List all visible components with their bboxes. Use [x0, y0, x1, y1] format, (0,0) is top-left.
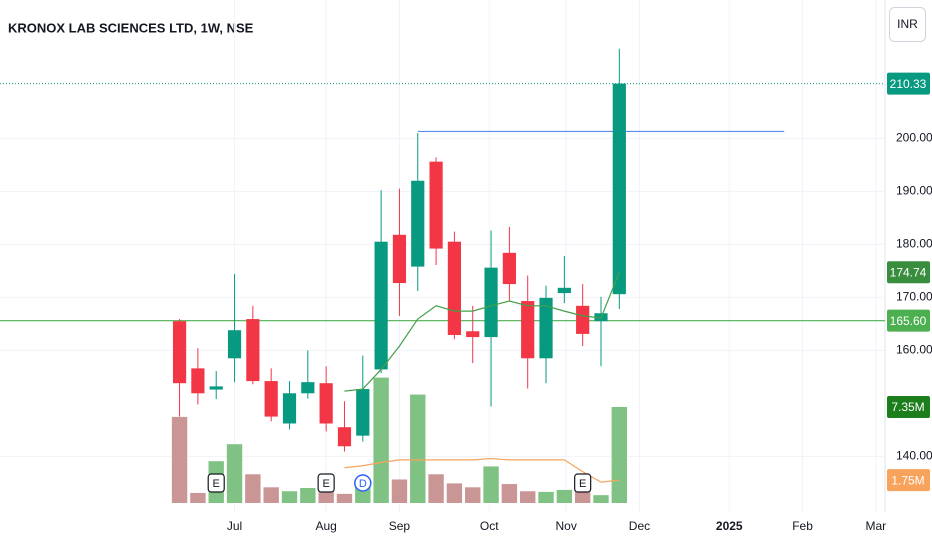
price-label-box: [887, 395, 930, 418]
price-label: 210.33: [890, 77, 927, 91]
y-tick-label: 190.00: [896, 184, 932, 198]
candle-body: [612, 83, 626, 295]
ma-line: [344, 271, 620, 392]
candle-body: [392, 234, 407, 284]
price-label-box: [887, 261, 930, 284]
volume-bar: [336, 493, 353, 503]
grid: [0, 0, 885, 512]
event-marker-label: D: [359, 478, 367, 490]
event-marker-label: E: [579, 478, 586, 490]
volume-bar: [501, 484, 518, 503]
candle-body: [557, 287, 571, 294]
candle-body: [319, 383, 333, 424]
volume-bar: [245, 474, 261, 503]
event-marker-label: E: [322, 478, 329, 490]
candle-body: [466, 331, 480, 338]
volume-bar: [465, 487, 481, 503]
volume-bar: [226, 444, 243, 503]
candle-body: [191, 368, 205, 394]
candle-body: [539, 297, 553, 359]
volume-bar: [611, 406, 628, 503]
candle-body: [521, 301, 535, 359]
candle-body: [172, 321, 187, 384]
event-marker: [354, 474, 372, 492]
volume-bar: [556, 489, 573, 503]
candle-body: [429, 161, 443, 249]
x-tick-label: 2025: [716, 519, 743, 533]
x-tick-label: Mar: [866, 519, 887, 533]
y-tick-label: 140.00: [896, 449, 932, 463]
candle-body: [227, 330, 242, 359]
y-tick-label: 180.00: [896, 237, 932, 251]
volume-bar: [391, 479, 408, 503]
x-tick-label: Dec: [629, 519, 650, 533]
candle-body: [282, 393, 297, 424]
candle-body: [301, 382, 315, 394]
candle-body: [209, 386, 223, 390]
x-tick-label: Nov: [556, 519, 577, 533]
candle-body: [484, 267, 498, 338]
currency-label[interactable]: INR: [897, 17, 918, 31]
volume-bar: [190, 492, 206, 503]
volume-bar: [281, 491, 298, 503]
volume-ma-line: [344, 457, 620, 483]
volume-bar: [593, 495, 609, 503]
candle-body: [447, 241, 462, 335]
volume-bar: [446, 483, 463, 503]
price-label: 7.35M: [891, 400, 924, 414]
volume-bar: [538, 491, 554, 503]
volume-bar: [263, 487, 279, 503]
price-label-box: [887, 309, 930, 332]
y-tick-label: 200.00: [896, 131, 932, 145]
event-marker: [317, 473, 335, 493]
candle-body: [411, 180, 425, 267]
price-label-box: [887, 72, 930, 95]
event-marker-label: E: [213, 478, 220, 490]
volume-bar: [373, 377, 389, 503]
candle-body: [576, 305, 590, 334]
price-label: 1.75M: [891, 473, 924, 487]
volume-bar: [171, 416, 188, 503]
x-tick-label: Aug: [315, 519, 336, 533]
x-tick-label: Feb: [792, 519, 813, 533]
event-marker: [574, 473, 592, 493]
currency-button[interactable]: [889, 7, 926, 42]
x-tick-label: Jul: [227, 519, 242, 533]
volume-bar: [520, 491, 536, 503]
candle-body: [356, 389, 370, 436]
volume-bar: [300, 487, 316, 503]
price-label-box: [887, 469, 930, 492]
candle-body: [337, 427, 352, 447]
candle-body: [246, 319, 260, 382]
candle-body: [264, 381, 278, 417]
volume-bar: [428, 474, 444, 503]
candle-body: [374, 241, 388, 370]
chart-title: KRONOX LAB SCIENCES LTD, 1W, NSE: [8, 20, 254, 35]
x-tick-label: Sep: [389, 519, 411, 533]
volume-bar: [483, 466, 499, 503]
y-tick-label: 160.00: [896, 343, 932, 357]
price-label: 165.60: [890, 314, 927, 328]
volume-bar: [410, 394, 426, 503]
y-tick-label: 170.00: [896, 290, 932, 304]
event-marker: [207, 473, 225, 493]
candle-body: [502, 252, 516, 285]
price-label: 174.74: [890, 265, 927, 279]
x-tick-label: Oct: [480, 519, 499, 533]
